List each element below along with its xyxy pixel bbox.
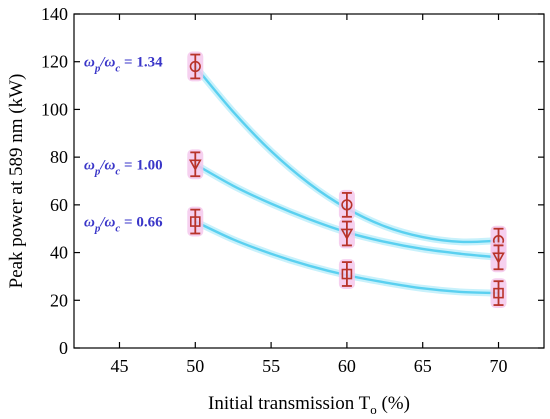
annotation-part: ω <box>105 55 116 71</box>
data-point-triangle <box>188 159 202 171</box>
annotation-part: / <box>99 157 106 173</box>
y-tick-label: 60 <box>50 195 68 215</box>
x-axis-label-sub: o <box>370 402 377 417</box>
data-point-circle <box>341 199 353 211</box>
data-point-circle <box>189 60 201 73</box>
x-tick-label: 70 <box>490 356 508 376</box>
annotation-part: c <box>115 165 120 177</box>
x-axis-label-main: Initial transmission T <box>208 393 371 414</box>
data-point-square <box>189 216 201 227</box>
x-axis-label: Initial transmission To (%) <box>208 393 410 417</box>
y-tick-label: 0 <box>59 338 68 358</box>
annotation-part: ω <box>84 157 95 173</box>
x-tick-label: 65 <box>414 356 432 376</box>
y-axis-ticks: 0 20 40 60 80 100 120 140 <box>41 4 544 358</box>
y-tick-label: 100 <box>41 99 68 119</box>
data-point-triangle <box>492 252 505 264</box>
y-tick-label: 40 <box>50 243 68 263</box>
annotation-part: ω <box>105 157 116 173</box>
annotation-part: c <box>115 63 120 75</box>
y-tick-label: 80 <box>50 147 68 167</box>
annotation-part: ω <box>105 215 116 231</box>
x-tick-label: 60 <box>338 356 356 376</box>
annotation-part: p <box>94 63 101 75</box>
series-annotation: ωp/ωc = 1.34 <box>84 55 163 75</box>
series-annotation: ωp/ωc = 1.00 <box>84 157 163 177</box>
x-tick-label: 50 <box>186 356 204 376</box>
annotation-part: ω <box>84 215 95 231</box>
data-point-square <box>341 268 353 280</box>
y-tick-label: 120 <box>41 52 68 72</box>
annotation-part: = 1.34 <box>120 55 163 71</box>
annotation-part: / <box>99 55 106 71</box>
annotation-part: c <box>115 223 120 235</box>
annotation-part: p <box>94 165 101 177</box>
x-tick-label: 45 <box>110 356 128 376</box>
x-axis-ticks: 45 50 55 60 65 70 <box>110 14 508 376</box>
x-tick-label: 55 <box>262 356 280 376</box>
y-tick-label: 140 <box>41 4 68 24</box>
annotation-part: = 0.66 <box>120 215 163 231</box>
y-tick-label: 20 <box>50 290 68 310</box>
y-axis-label: Peak power at 589 nm (kW) <box>6 74 27 289</box>
data-markers <box>187 51 507 309</box>
plot-frame <box>73 13 545 349</box>
annotation-part: p <box>94 223 101 235</box>
annotation-part: / <box>99 215 106 231</box>
series-annotation: ωp/ωc = 0.66 <box>84 215 163 235</box>
annotation-part: = 1.00 <box>120 157 162 173</box>
x-axis-label-unit: (%) <box>377 393 410 414</box>
data-point-triangle <box>340 228 354 241</box>
data-point-square <box>493 287 504 299</box>
annotation-part: ω <box>84 55 95 71</box>
